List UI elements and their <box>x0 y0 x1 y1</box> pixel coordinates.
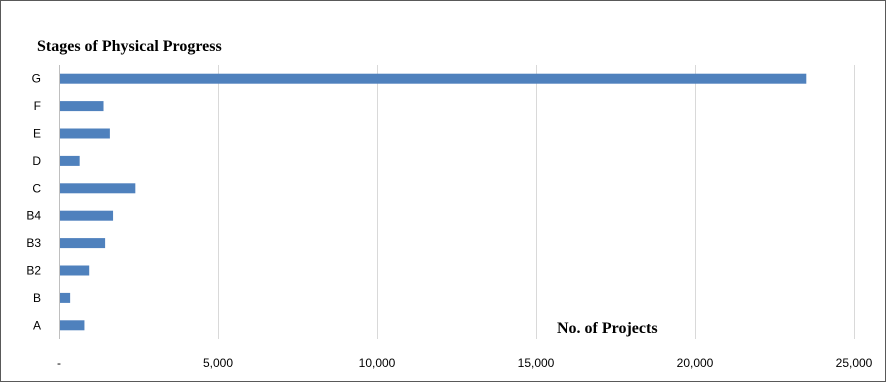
bar-e <box>60 128 110 139</box>
y-category-label: B4 <box>26 209 41 223</box>
bar-b3 <box>60 238 106 249</box>
y-category-label: B3 <box>26 236 41 250</box>
bars-layer <box>60 73 807 331</box>
bar-f <box>60 101 104 112</box>
y-category-label: F <box>34 99 41 113</box>
x-tick-label: 10,000 <box>359 356 396 370</box>
bar-a <box>60 320 85 331</box>
x-tick-label: 5,000 <box>203 356 233 370</box>
bar-b4 <box>60 210 114 221</box>
y-category-label: C <box>32 181 41 195</box>
bar-d <box>60 155 80 166</box>
x-tick-label: 20,000 <box>677 356 714 370</box>
x-axis-label: No. of Projects <box>557 320 658 337</box>
x-tick-label: 15,000 <box>518 356 555 370</box>
bar-b <box>60 292 71 303</box>
x-tick-label: - <box>57 356 61 370</box>
grid-layer <box>59 65 855 339</box>
chart-title: Stages of Physical Progress <box>37 38 222 55</box>
y-category-label: B2 <box>26 264 41 278</box>
bar-g <box>60 73 807 84</box>
y-category-label: B <box>33 291 41 305</box>
y-category-label: D <box>32 154 41 168</box>
y-category-label: A <box>33 318 41 332</box>
y-category-label: E <box>33 127 41 141</box>
bar-c <box>60 183 136 194</box>
x-tick-labels: - 5,000 10,000 15,000 20,000 25,000 <box>57 356 873 370</box>
bar-b2 <box>60 265 90 276</box>
y-category-label: G <box>32 72 41 86</box>
x-tick-label: 25,000 <box>836 356 873 370</box>
